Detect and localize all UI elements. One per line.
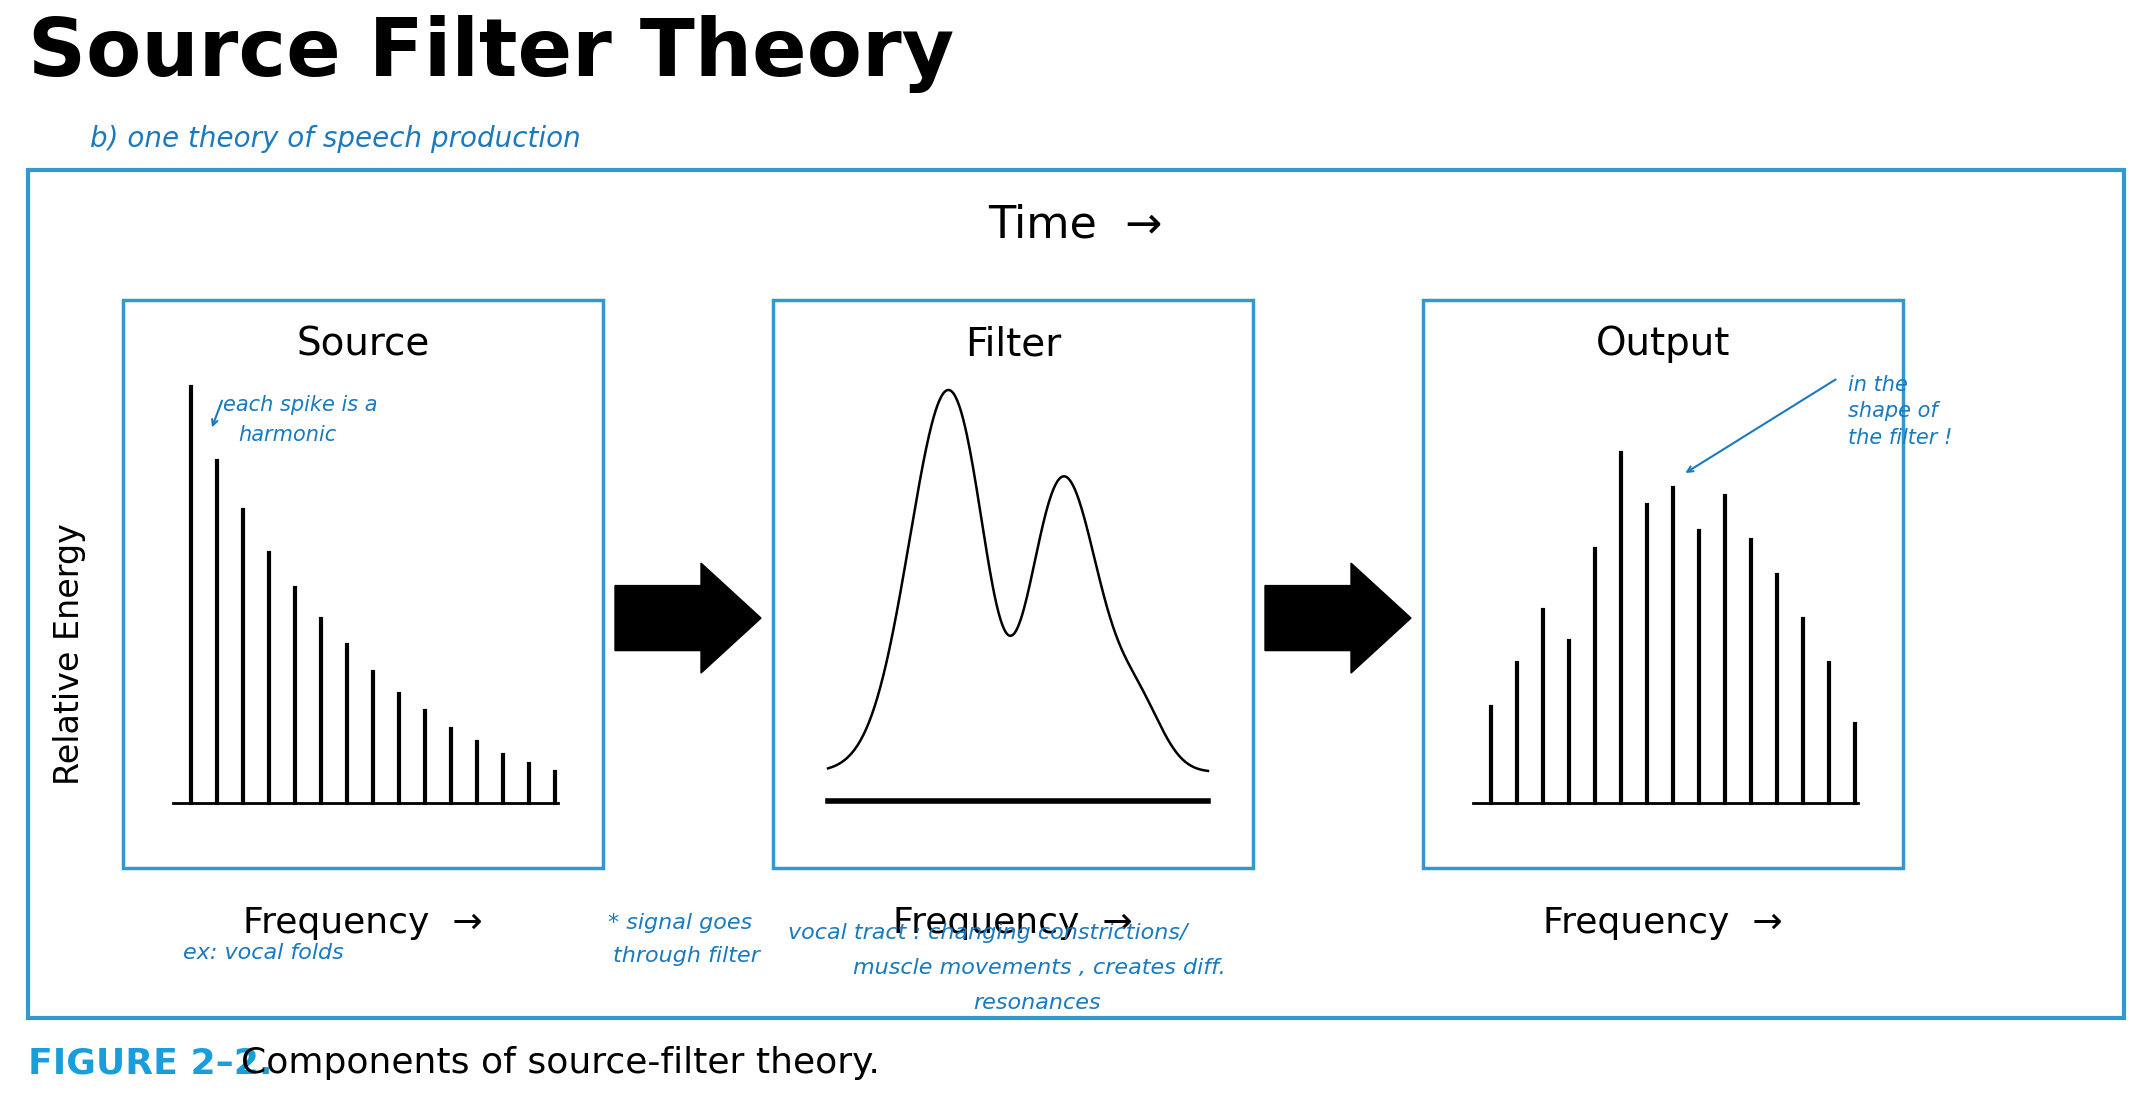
- Text: Frequency  →: Frequency →: [243, 906, 482, 940]
- Text: Source Filter Theory: Source Filter Theory: [28, 14, 955, 93]
- Text: Components of source-filter theory.: Components of source-filter theory.: [217, 1046, 880, 1080]
- Text: muscle movements , creates diff.: muscle movements , creates diff.: [854, 958, 1226, 978]
- Text: Filter: Filter: [966, 325, 1060, 363]
- Text: Output: Output: [1596, 325, 1729, 363]
- Bar: [772, 301, 1254, 868]
- Text: resonances: resonances: [972, 993, 1101, 1013]
- Text: each spike is a: each spike is a: [224, 395, 376, 415]
- Bar: [1424, 301, 1904, 868]
- Text: Source: Source: [297, 325, 430, 363]
- Text: through filter: through filter: [613, 946, 759, 966]
- Text: ex: vocal folds: ex: vocal folds: [183, 943, 344, 963]
- Text: Relative Energy: Relative Energy: [54, 523, 86, 785]
- Text: FIGURE 2–2.: FIGURE 2–2.: [28, 1046, 273, 1080]
- Text: harmonic: harmonic: [239, 425, 336, 445]
- Text: Frequency  →: Frequency →: [1542, 906, 1783, 940]
- Text: * signal goes: * signal goes: [609, 913, 753, 933]
- FancyArrow shape: [1265, 563, 1411, 673]
- Text: Frequency  →: Frequency →: [893, 906, 1134, 940]
- Text: Time  →: Time →: [987, 204, 1164, 246]
- Text: in the
shape of
the filter !: in the shape of the filter !: [1848, 375, 1953, 447]
- Text: b) one theory of speech production: b) one theory of speech production: [90, 125, 581, 152]
- Bar: [123, 301, 602, 868]
- Text: vocal tract : changing constrictions/: vocal tract : changing constrictions/: [787, 923, 1187, 943]
- FancyArrow shape: [615, 563, 761, 673]
- Bar: [28, 170, 2123, 1018]
